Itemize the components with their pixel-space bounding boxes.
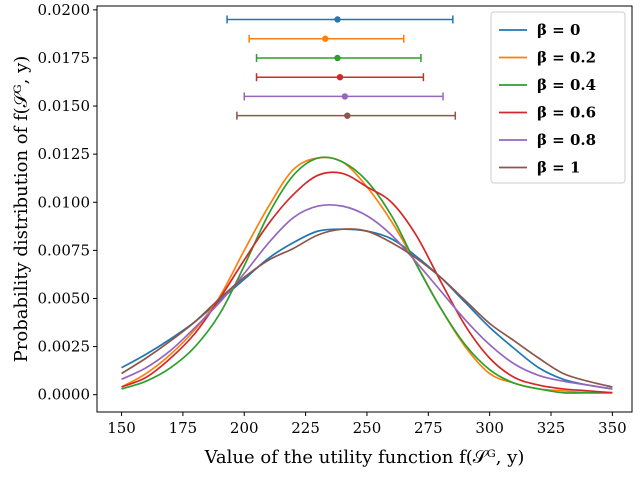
legend-item-4: β = 0.8 bbox=[499, 131, 596, 149]
x-axis-label: Value of the utility function f(𝒮ᴳ, y) bbox=[204, 447, 525, 468]
x-tick-label-7: 325 bbox=[537, 419, 566, 437]
y-tick-label-7: 0.0175 bbox=[38, 49, 91, 67]
x-tick-label-0: 150 bbox=[107, 419, 136, 437]
errorbar-0 bbox=[226, 15, 454, 24]
series-line-3 bbox=[121, 171, 613, 394]
legend-item-3: β = 0.6 bbox=[499, 104, 596, 122]
errorbar-center-0 bbox=[334, 16, 341, 23]
errorbar-center-4 bbox=[341, 93, 349, 100]
series-layer bbox=[121, 156, 613, 394]
legend: β = 0 β = 0.2 β = 0.4 β = 0.6 β = 0.8 β = 1 bbox=[490, 11, 626, 184]
legend-label-2: β = 0.4 bbox=[537, 76, 596, 94]
errorbar-1 bbox=[248, 34, 405, 43]
legend-label-4: β = 0.8 bbox=[537, 131, 596, 149]
y-tick-label-5: 0.0125 bbox=[38, 145, 91, 163]
series-line-0 bbox=[121, 228, 613, 390]
x-tick-label-5: 275 bbox=[414, 419, 443, 437]
errorbar-layer bbox=[226, 15, 457, 120]
legend-label-0: β = 0 bbox=[537, 21, 580, 39]
series-line-2 bbox=[121, 156, 613, 394]
y-tick-label-1: 0.0025 bbox=[38, 338, 91, 356]
y-tick-label-8: 0.0200 bbox=[38, 1, 91, 19]
legend-label-5: β = 1 bbox=[537, 159, 580, 177]
y-axis-label: Probability distribution of f(𝒮ᴳ, y) bbox=[11, 56, 32, 363]
x-tick-label-3: 225 bbox=[291, 419, 320, 437]
errorbar-3 bbox=[255, 73, 425, 82]
y-tick-label-0: 0.0000 bbox=[38, 386, 91, 404]
y-tick-label-3: 0.0075 bbox=[38, 241, 91, 259]
errorbar-center-1 bbox=[322, 35, 329, 42]
errorbar-5 bbox=[236, 111, 457, 120]
errorbar-center-2 bbox=[334, 54, 341, 62]
x-tick-label-4: 250 bbox=[353, 419, 382, 437]
legend-item-1: β = 0.2 bbox=[499, 49, 596, 67]
legend-label-3: β = 0.6 bbox=[537, 104, 596, 122]
y-tick-label-4: 0.0100 bbox=[38, 193, 91, 211]
y-tick-label-2: 0.0050 bbox=[38, 289, 91, 307]
errorbar-center-3 bbox=[336, 73, 344, 81]
y-axis-ticks: 0.0000 0.0025 0.0050 0.0075 0.0100 0.0125 0.01… bbox=[38, 1, 97, 404]
legend-item-2: β = 0.4 bbox=[499, 76, 596, 94]
x-tick-label-1: 175 bbox=[169, 419, 198, 437]
x-axis-ticks: 150 175 200 225 250 275 300 325 350 bbox=[107, 412, 627, 437]
x-tick-label-2: 200 bbox=[230, 419, 259, 437]
plot-area-frame bbox=[96, 5, 633, 413]
errorbar-center-5 bbox=[344, 112, 351, 119]
legend-item-0: β = 0 bbox=[499, 21, 580, 39]
errorbar-4 bbox=[243, 92, 444, 101]
x-tick-label-8: 350 bbox=[598, 419, 627, 437]
series-line-5 bbox=[121, 228, 613, 388]
legend-label-1: β = 0.2 bbox=[537, 49, 596, 67]
x-tick-label-6: 300 bbox=[475, 419, 504, 437]
y-tick-label-6: 0.0150 bbox=[38, 97, 91, 115]
errorbar-2 bbox=[255, 53, 422, 62]
series-line-4 bbox=[121, 203, 613, 390]
legend-item-5: β = 1 bbox=[499, 159, 580, 177]
